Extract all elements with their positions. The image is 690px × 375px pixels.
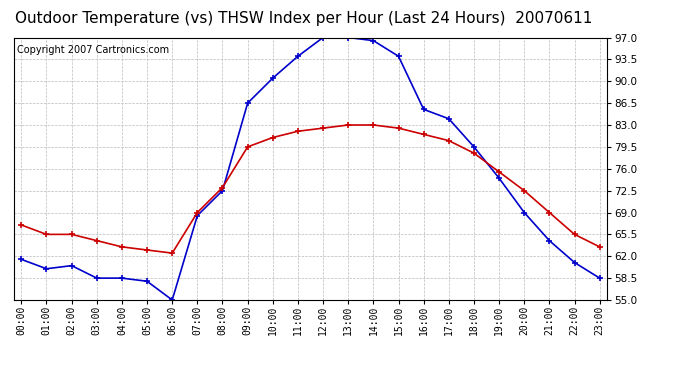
Text: Copyright 2007 Cartronics.com: Copyright 2007 Cartronics.com	[17, 45, 169, 56]
Text: Outdoor Temperature (vs) THSW Index per Hour (Last 24 Hours)  20070611: Outdoor Temperature (vs) THSW Index per …	[15, 11, 592, 26]
